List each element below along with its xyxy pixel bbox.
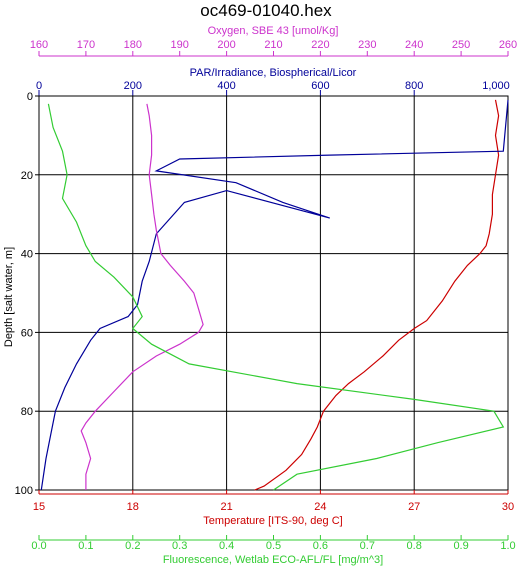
par-tick-label: 600 bbox=[311, 80, 329, 92]
depth-tick-label: 100 bbox=[15, 485, 33, 497]
temperature-tick-label: 21 bbox=[220, 501, 232, 513]
depth-axis-label: Depth [salt water, m] bbox=[3, 247, 15, 347]
oxygen-tick-label: 170 bbox=[77, 39, 95, 51]
temperature-tick-label: 27 bbox=[408, 501, 420, 513]
oxygen-profile-line bbox=[80, 103, 204, 490]
depth-tick-label: 40 bbox=[21, 249, 33, 261]
depth-tick-label: 60 bbox=[21, 327, 33, 339]
oxygen-tick-label: 250 bbox=[452, 39, 470, 51]
par-axis-ticks: 0 200 400 600 800 1,000 bbox=[36, 80, 510, 97]
fluorescence-tick-label: 0.2 bbox=[125, 540, 140, 552]
oxygen-tick-label: 180 bbox=[124, 39, 142, 51]
oxygen-tick-label: 220 bbox=[311, 39, 329, 51]
fluorescence-tick-label: 0.6 bbox=[313, 540, 328, 552]
fluorescence-axis-ticks: 0.0 0.1 0.2 0.3 0.4 0.5 0.6 0.7 0.8 0.9 1.0 bbox=[31, 535, 516, 552]
oxygen-tick-label: 160 bbox=[30, 39, 48, 51]
par-tick-label: 0 bbox=[36, 80, 42, 92]
fluorescence-tick-label: 0.3 bbox=[172, 540, 187, 552]
oxygen-tick-label: 260 bbox=[499, 39, 517, 51]
par-tick-label: 800 bbox=[405, 80, 423, 92]
temperature-tick-label: 15 bbox=[33, 501, 45, 513]
plot-area bbox=[38, 95, 509, 491]
depth-axis-ticks: 0 20 40 60 80 100 bbox=[15, 91, 39, 497]
fluorescence-profile-line bbox=[47, 103, 505, 491]
oxygen-tick-label: 200 bbox=[217, 39, 235, 51]
chart-title: oc469-01040.hex bbox=[200, 1, 332, 20]
temperature-profile-line bbox=[254, 99, 500, 491]
par-profile-line bbox=[40, 99, 509, 491]
depth-tick-label: 80 bbox=[21, 406, 33, 418]
fluorescence-tick-label: 0.9 bbox=[453, 540, 468, 552]
fluorescence-axis-label: Fluorescence, Wetlab ECO-AFL/FL [mg/m^3] bbox=[163, 554, 383, 566]
temperature-tick-label: 18 bbox=[127, 501, 139, 513]
par-axis-label: PAR/Irradiance, Biospherical/Licor bbox=[190, 67, 357, 79]
par-tick-label: 1,000 bbox=[482, 80, 510, 92]
temperature-tick-label: 24 bbox=[314, 501, 326, 513]
temperature-axis-label: Temperature [ITS-90, deg C] bbox=[203, 515, 342, 527]
oxygen-tick-label: 210 bbox=[264, 39, 282, 51]
plot-frame bbox=[38, 95, 509, 491]
temperature-axis-ticks: 15 18 21 24 27 30 bbox=[33, 490, 514, 513]
fluorescence-tick-label: 0.7 bbox=[360, 540, 375, 552]
oxygen-axis-ticks: 160 170 180 190 200 210 220 230 240 250 260 bbox=[30, 39, 517, 57]
fluorescence-tick-label: 0.8 bbox=[407, 540, 422, 552]
fluorescence-tick-label: 0.5 bbox=[266, 540, 281, 552]
oxygen-tick-label: 230 bbox=[358, 39, 376, 51]
par-tick-label: 400 bbox=[217, 80, 235, 92]
fluorescence-tick-label: 0.1 bbox=[78, 540, 93, 552]
oxygen-tick-label: 190 bbox=[171, 39, 189, 51]
oxygen-axis-label: Oxygen, SBE 43 [umol/Kg] bbox=[208, 25, 339, 37]
depth-tick-label: 20 bbox=[21, 170, 33, 182]
par-tick-label: 200 bbox=[124, 80, 142, 92]
fluorescence-tick-label: 0.0 bbox=[31, 540, 46, 552]
fluorescence-tick-label: 0.4 bbox=[219, 540, 234, 552]
oxygen-tick-label: 240 bbox=[405, 39, 423, 51]
depth-tick-label: 0 bbox=[27, 91, 33, 103]
fluorescence-tick-label: 1.0 bbox=[500, 540, 515, 552]
temperature-tick-label: 30 bbox=[502, 501, 514, 513]
